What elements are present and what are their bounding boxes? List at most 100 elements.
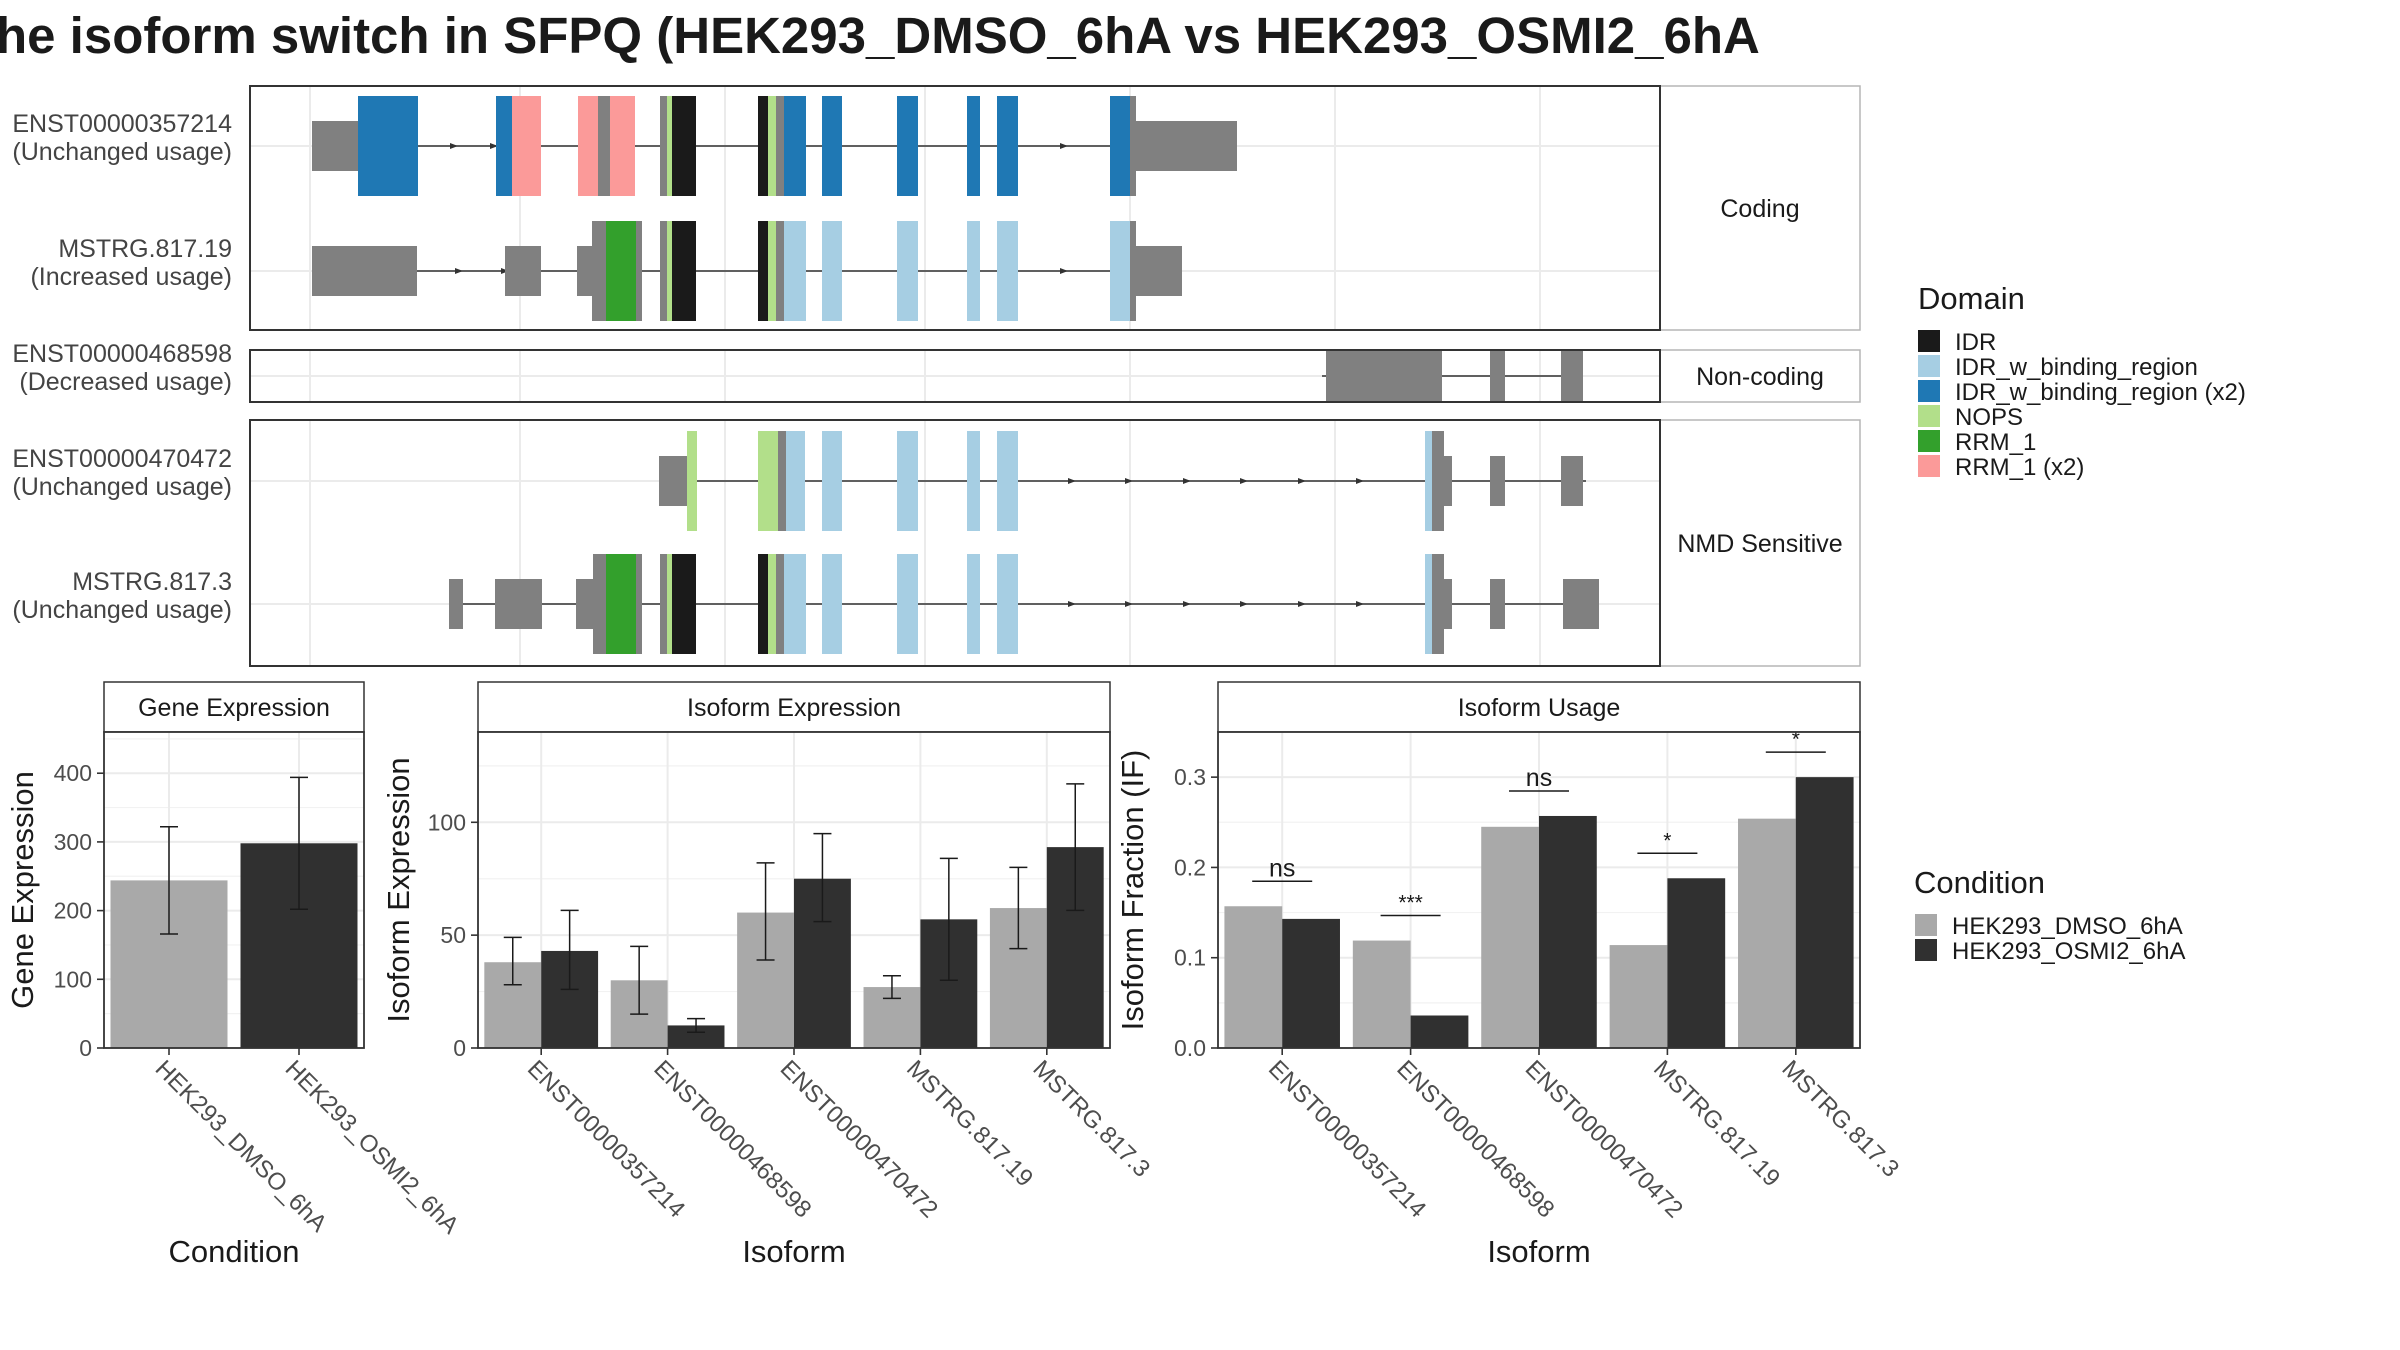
y-tick-label: 0.1 [1174, 945, 1206, 971]
legend-label: RRM_1 (x2) [1955, 454, 2084, 481]
x-axis-title: Condition [169, 1234, 300, 1269]
intron-direction-arrow [1298, 601, 1306, 607]
isoform-name-label: MSTRG.817.3 [72, 568, 232, 596]
domain-block [997, 96, 1018, 196]
legend-key-RRM_1 [1918, 430, 1940, 452]
domain-block [768, 221, 776, 321]
utr-block [1136, 121, 1237, 171]
domain-block [496, 96, 512, 196]
domain-block [610, 96, 635, 196]
y-tick-label: 100 [54, 966, 92, 992]
exon-block [776, 554, 784, 654]
domain-block [1110, 221, 1130, 321]
isoform-track: MSTRG.817.3(Unchanged usage) [12, 554, 1599, 654]
legend-label: HEK293_DMSO_6hA [1952, 913, 2183, 940]
domain-block [667, 96, 672, 196]
facet-non-coding: Non-coding ENST00000468598(Decreased usag… [12, 340, 1861, 403]
exon-block [776, 221, 784, 321]
legend-key-NOPS [1918, 405, 1940, 427]
domain-block [1425, 431, 1432, 531]
y-tick-label: 0.0 [1174, 1035, 1206, 1061]
y-tick-label: 0 [453, 1035, 466, 1061]
domain-block [768, 554, 776, 654]
exon-block [1561, 456, 1583, 506]
isoform-usage-label: (Unchanged usage) [12, 473, 232, 501]
domain-block [667, 554, 672, 654]
legend-key-HEK293_OSMI2_6hA [1915, 939, 1937, 961]
legend-key-IDR [1918, 330, 1940, 352]
intron-direction-arrow [1068, 478, 1076, 484]
significance-label: * [1663, 829, 1671, 852]
x-axis-title: Isoform [1487, 1234, 1590, 1269]
panel-strip-title: Gene Expression [138, 694, 330, 722]
domain-block [997, 554, 1018, 654]
bar [1539, 815, 1597, 1048]
bar [1667, 878, 1726, 1048]
intron-direction-arrow [1356, 601, 1364, 607]
domain-block [606, 221, 636, 321]
legend-key-HEK293_DMSO_6hA [1915, 914, 1937, 936]
y-axis-title: Isoform Expression [381, 757, 416, 1022]
utr-block [1444, 456, 1452, 506]
legend-label: IDR [1955, 329, 1996, 356]
utr-block [449, 579, 463, 629]
utr-block [1136, 246, 1182, 296]
isoform-usage-label: (Decreased usage) [19, 368, 232, 396]
y-tick-label: 0 [79, 1035, 92, 1061]
utr-block [312, 121, 364, 171]
facet-panel-border [249, 419, 1661, 667]
domain-legend: Domain IDRIDR_w_binding_regionIDR_w_bindi… [1918, 281, 2246, 481]
significance-label: * [1792, 728, 1800, 751]
bar [1282, 918, 1340, 1048]
domain-block [687, 431, 697, 531]
intron-direction-arrow [490, 143, 498, 149]
legend-key-IDR_w_binding_region [1918, 355, 1940, 377]
domain-block [967, 221, 980, 321]
bar [1609, 945, 1668, 1048]
y-tick-label: 0.3 [1174, 764, 1206, 790]
utr-block [659, 456, 687, 506]
utr-block [577, 246, 592, 296]
y-tick-label: 100 [428, 809, 466, 835]
exon-block [1490, 456, 1505, 506]
exon-block [1326, 351, 1442, 401]
exon-block [660, 96, 667, 196]
isoform-track: ENST00000468598(Decreased usage) [12, 340, 1583, 401]
domain-block [967, 554, 980, 654]
domain-block [758, 554, 768, 654]
intron-direction-arrow [1240, 601, 1248, 607]
bar [1410, 1015, 1469, 1048]
facet-panel-background [250, 86, 1660, 330]
condition-legend-title: Condition [1914, 865, 2045, 900]
panel-strip [477, 681, 1111, 733]
domain-block [667, 221, 672, 321]
intron-direction-arrow [1183, 478, 1191, 484]
domain-block [758, 431, 778, 531]
plot-border [103, 731, 365, 1049]
utr-block [1444, 579, 1452, 629]
y-tick-label: 300 [54, 829, 92, 855]
legend-label: RRM_1 [1955, 429, 2036, 456]
facet-strip-label: Non-coding [1696, 363, 1824, 391]
exon-block [1490, 351, 1505, 401]
domain-block [822, 96, 842, 196]
exon-block [636, 554, 642, 654]
panel-strip-title: Isoform Expression [687, 694, 901, 722]
panel-strip [1217, 681, 1861, 733]
domain-block [512, 96, 541, 196]
facet-panel-border [249, 85, 1661, 331]
domain-block [758, 221, 768, 321]
domain-block [1110, 96, 1130, 196]
facet-strip-label: NMD Sensitive [1677, 530, 1842, 558]
utr-block [495, 579, 542, 629]
bar [1352, 940, 1411, 1048]
domain-block [672, 96, 696, 196]
x-tick-label: MSTRG.817.19 [1648, 1055, 1785, 1192]
exon-block [1432, 554, 1444, 654]
domain-block [768, 96, 776, 196]
domain-block [786, 431, 805, 531]
domain-block [758, 96, 768, 196]
figure-title: he isoform switch in SFPQ (HEK293_DMSO_6… [0, 7, 1760, 64]
